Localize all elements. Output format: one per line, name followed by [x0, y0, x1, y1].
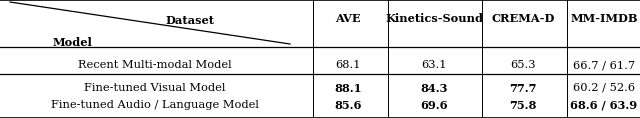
- Text: 88.1: 88.1: [334, 83, 362, 94]
- Text: 63.1: 63.1: [421, 60, 447, 70]
- Text: 77.7: 77.7: [509, 83, 537, 94]
- Text: 68.1: 68.1: [335, 60, 361, 70]
- Text: 65.3: 65.3: [510, 60, 536, 70]
- Text: Fine-tuned Audio / Language Model: Fine-tuned Audio / Language Model: [51, 100, 259, 110]
- Text: 75.8: 75.8: [509, 100, 537, 111]
- Text: CREMA-D: CREMA-D: [492, 13, 555, 24]
- Text: 85.6: 85.6: [334, 100, 362, 111]
- Text: MM-IMDB: MM-IMDB: [570, 13, 637, 24]
- Text: 60.2 / 52.6: 60.2 / 52.6: [573, 83, 635, 93]
- Text: Kinetics-Sound: Kinetics-Sound: [385, 13, 483, 24]
- Text: AVE: AVE: [335, 13, 361, 24]
- Text: 84.3: 84.3: [420, 83, 448, 94]
- Text: 69.6: 69.6: [420, 100, 448, 111]
- Text: 66.7 / 61.7: 66.7 / 61.7: [573, 60, 635, 70]
- Text: 68.6 / 63.9: 68.6 / 63.9: [570, 100, 637, 111]
- Text: Recent Multi-modal Model: Recent Multi-modal Model: [78, 60, 232, 70]
- Text: Dataset: Dataset: [166, 15, 214, 26]
- Text: Model: Model: [52, 37, 92, 48]
- Text: Fine-tuned Visual Model: Fine-tuned Visual Model: [84, 83, 226, 93]
